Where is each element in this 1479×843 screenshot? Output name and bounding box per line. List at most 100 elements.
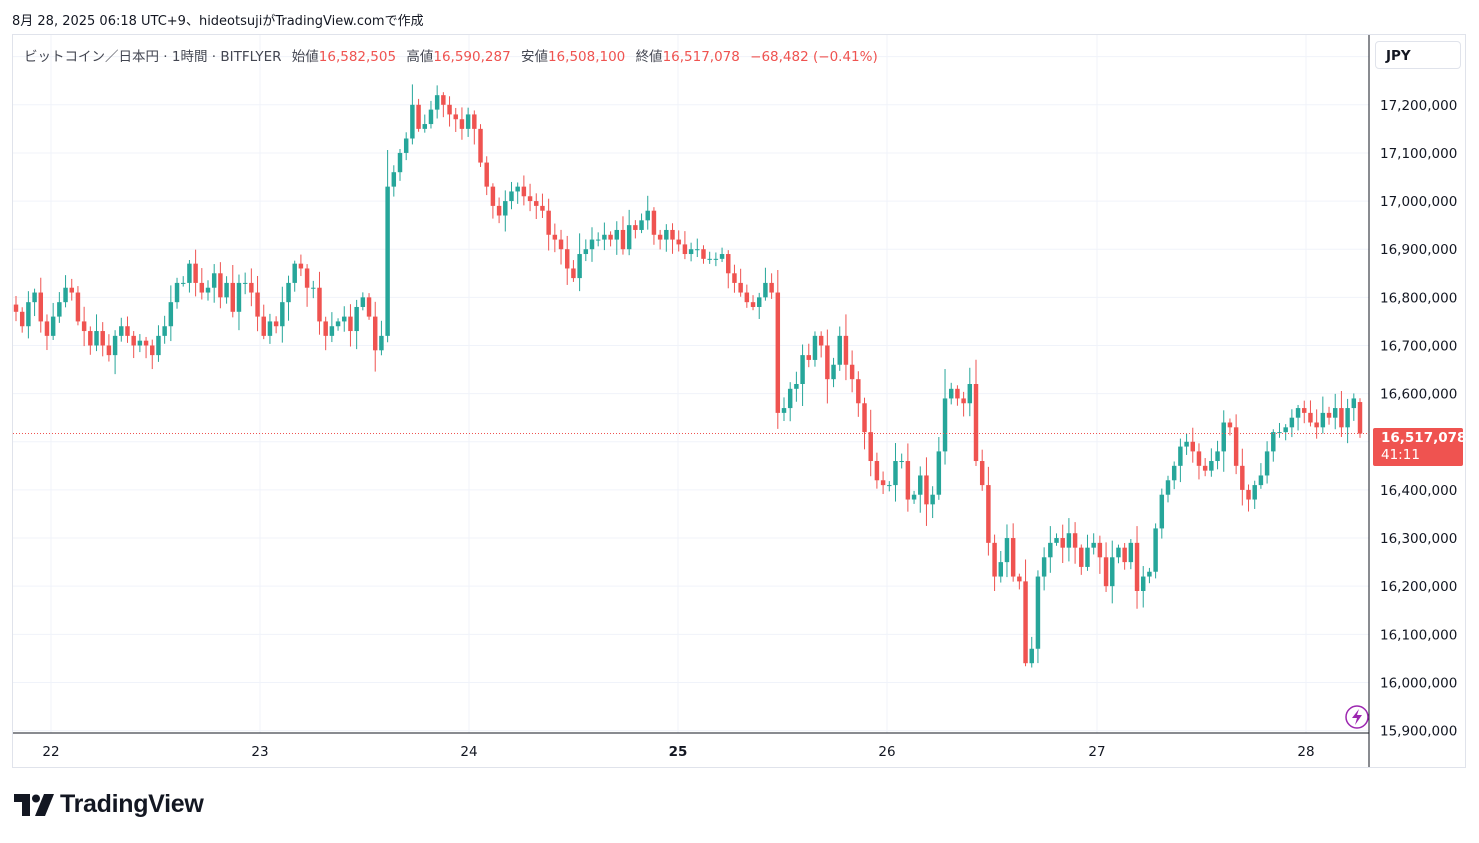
x-tick-label: 28 bbox=[1297, 744, 1314, 760]
candle-body bbox=[298, 263, 304, 269]
tradingview-logo-icon bbox=[14, 793, 54, 816]
candle-body bbox=[787, 388, 793, 409]
candle-body bbox=[1332, 408, 1338, 418]
candle-body bbox=[794, 384, 799, 389]
lightning-icon[interactable] bbox=[1345, 705, 1369, 729]
candle-body bbox=[552, 234, 558, 240]
candle-body bbox=[187, 263, 192, 283]
candle-body bbox=[1072, 533, 1078, 548]
candle-body bbox=[918, 475, 923, 495]
candle-body bbox=[32, 292, 37, 303]
candle-body bbox=[199, 282, 205, 293]
candle-body bbox=[224, 282, 229, 298]
candle-body bbox=[348, 316, 353, 332]
candle-body bbox=[527, 196, 533, 202]
candle-body bbox=[13, 304, 19, 312]
candle-body bbox=[50, 316, 56, 336]
candle-body bbox=[1140, 576, 1146, 591]
bar-countdown: 41:11 bbox=[1381, 447, 1420, 463]
y-tick-label: 16,800,000 bbox=[1380, 290, 1457, 306]
y-axis-tick-labels: 17,300,00017,200,00017,100,00017,000,000… bbox=[1380, 50, 1457, 740]
candle-body bbox=[682, 244, 688, 255]
candle-body bbox=[125, 326, 130, 336]
candle-body bbox=[955, 388, 960, 399]
grid-lines bbox=[13, 35, 1369, 733]
candle-body bbox=[1017, 576, 1022, 582]
candle-body bbox=[589, 239, 595, 250]
candle-body bbox=[490, 186, 496, 206]
last-price-tag: 16,517,078 41:11 bbox=[1373, 428, 1466, 466]
candle-body bbox=[441, 95, 446, 105]
candle-body bbox=[534, 201, 539, 206]
candle-body bbox=[255, 292, 260, 317]
x-tick-label: 25 bbox=[669, 744, 688, 760]
y-tick-label: 15,900,000 bbox=[1380, 724, 1457, 740]
candle-body bbox=[1326, 412, 1332, 418]
candle-body bbox=[756, 297, 762, 307]
candle-body bbox=[1010, 538, 1016, 577]
candle-body bbox=[695, 249, 700, 251]
candle-body bbox=[1295, 408, 1301, 418]
y-tick-label: 16,900,000 bbox=[1380, 242, 1457, 258]
x-axis-tick-labels: 22 23 24 25 26 27 28 bbox=[42, 744, 1314, 760]
chart-frame[interactable] bbox=[12, 34, 1466, 768]
candle-body bbox=[38, 292, 44, 322]
candle-body bbox=[1029, 648, 1034, 664]
candle-body bbox=[701, 249, 706, 259]
candle-body bbox=[1252, 485, 1257, 500]
candle-body bbox=[1153, 528, 1158, 572]
high-label: 高値 bbox=[406, 49, 434, 65]
candle-body bbox=[738, 282, 743, 293]
candle-body bbox=[472, 114, 477, 129]
candle-body bbox=[713, 258, 719, 260]
candle-body bbox=[973, 384, 979, 462]
candle-body bbox=[304, 268, 310, 288]
candle-body bbox=[119, 326, 124, 336]
candle-body bbox=[137, 340, 143, 346]
close-label: 終値 bbox=[635, 49, 663, 65]
candle-body bbox=[1240, 465, 1245, 490]
candle-body bbox=[242, 282, 248, 284]
candle-body bbox=[1091, 542, 1096, 548]
candle-body bbox=[1190, 441, 1196, 452]
candle-body bbox=[459, 119, 465, 129]
candle-body bbox=[1233, 427, 1239, 466]
candle-body bbox=[292, 263, 297, 283]
symbol-label[interactable]: ビットコイン／日本円 · 1時間 · BITFLYER bbox=[24, 49, 282, 65]
candle-body bbox=[688, 249, 694, 255]
candle-body bbox=[44, 321, 50, 336]
currency-button[interactable]: JPY bbox=[1375, 41, 1461, 69]
candle-body bbox=[979, 461, 985, 486]
candle-body bbox=[1122, 547, 1127, 563]
candle-body bbox=[26, 302, 31, 327]
candle-body bbox=[428, 109, 434, 125]
candle-body bbox=[893, 461, 898, 486]
candle-body bbox=[577, 254, 582, 279]
candle-body bbox=[112, 335, 118, 356]
candle-body bbox=[478, 128, 483, 163]
candle-body bbox=[930, 494, 935, 505]
tradingview-logo[interactable]: TradingView bbox=[14, 790, 204, 819]
candle-body bbox=[354, 306, 359, 332]
candle-body bbox=[75, 292, 81, 322]
candle-body bbox=[626, 225, 632, 250]
candle-body bbox=[465, 114, 471, 129]
candle-body bbox=[1264, 451, 1270, 476]
candle-body bbox=[211, 273, 217, 288]
candle-body bbox=[868, 432, 873, 462]
x-tick-label: 23 bbox=[251, 744, 268, 760]
candle-body bbox=[1066, 533, 1072, 548]
candle-body bbox=[236, 282, 242, 312]
candle-body bbox=[88, 331, 93, 346]
y-tick-label: 16,400,000 bbox=[1380, 483, 1457, 499]
candle-body bbox=[180, 282, 186, 284]
candle-body bbox=[521, 186, 527, 197]
candle-body bbox=[558, 239, 564, 250]
candles bbox=[13, 84, 1363, 668]
ohlc-legend: ビットコイン／日本円 · 1時間 · BITFLYER 始値16,582,505… bbox=[24, 45, 878, 65]
y-tick-label: 16,300,000 bbox=[1380, 531, 1457, 547]
candle-body bbox=[311, 287, 316, 289]
candle-body bbox=[769, 282, 774, 293]
candle-body bbox=[583, 249, 589, 255]
